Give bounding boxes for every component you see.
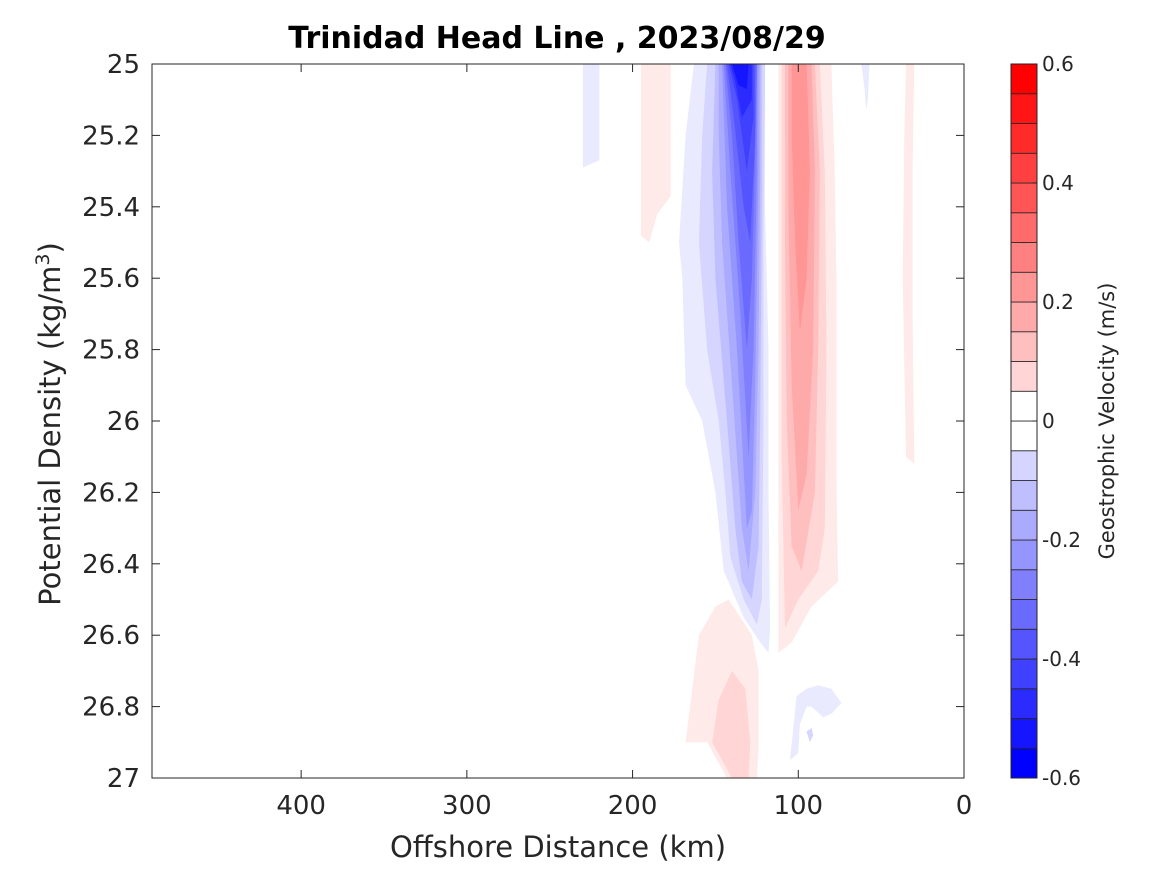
colorbar-band bbox=[1010, 182, 1038, 214]
colorbar-tick-label: 0.4 bbox=[1042, 171, 1074, 195]
y-tick-label: 26.8 bbox=[82, 693, 140, 723]
colorbar-band bbox=[1010, 539, 1038, 571]
y-tick-label: 25.8 bbox=[82, 336, 140, 366]
colorbar-band bbox=[1010, 480, 1038, 511]
colorbar-band bbox=[1010, 450, 1038, 481]
contour-region-17 bbox=[791, 64, 810, 332]
contour-region-21 bbox=[712, 670, 751, 778]
x-tick-label: 100 bbox=[773, 791, 823, 821]
colorbar-tick-label: -0.6 bbox=[1042, 766, 1081, 790]
plot-area bbox=[152, 64, 964, 778]
y-tick-label: 25.4 bbox=[82, 193, 140, 223]
y-tick-label: 25.2 bbox=[82, 121, 140, 151]
colorbar-ticks: -0.6 -0.4 -0.2 0 0.2 0.4 0.6 bbox=[1032, 52, 1081, 790]
colorbar-band bbox=[1010, 658, 1038, 690]
colorbar-band bbox=[1010, 123, 1038, 154]
y-axis-label-superscript: 3 bbox=[32, 253, 54, 265]
contour-region-0 bbox=[582, 64, 600, 168]
colorbar-tick-label: -0.4 bbox=[1042, 647, 1081, 671]
colorbar bbox=[1010, 63, 1038, 779]
colorbar-band bbox=[1010, 390, 1038, 422]
contour-layer bbox=[582, 64, 915, 778]
colorbar-band bbox=[1010, 718, 1038, 749]
contour-region-12 bbox=[732, 64, 749, 89]
y-tick-label: 27 bbox=[107, 764, 140, 794]
contour-region-22 bbox=[790, 685, 842, 761]
colorbar-tick-label: 0.2 bbox=[1042, 290, 1074, 314]
x-tick-label: 300 bbox=[442, 791, 492, 821]
colorbar-band bbox=[1010, 242, 1038, 273]
colorbar-band bbox=[1010, 152, 1038, 184]
contour-region-18 bbox=[861, 64, 870, 111]
x-axis-label: Offshore Distance (km) bbox=[390, 830, 726, 864]
y-tick-label: 26.4 bbox=[82, 550, 140, 580]
contour-region-19 bbox=[902, 64, 915, 464]
colorbar-tick-label: -0.2 bbox=[1042, 528, 1081, 552]
colorbar-band bbox=[1010, 688, 1038, 719]
colorbar-tick-label: 0 bbox=[1042, 409, 1055, 433]
chart-title: Trinidad Head Line , 2023/08/29 bbox=[288, 21, 825, 56]
colorbar-band bbox=[1010, 63, 1038, 95]
colorbar-label: Geostrophic Velocity (m/s) bbox=[1095, 283, 1119, 560]
colorbar-band bbox=[1010, 331, 1038, 362]
contour-region-23 bbox=[806, 728, 814, 743]
y-axis-label: Potential Density (kg/m3) bbox=[32, 242, 67, 606]
y-tick-label: 25.6 bbox=[82, 264, 140, 294]
colorbar-band bbox=[1010, 628, 1038, 660]
colorbar-band bbox=[1010, 747, 1038, 779]
colorbar-band bbox=[1010, 212, 1038, 243]
y-tick-label: 25 bbox=[107, 50, 140, 80]
contour-region-1 bbox=[640, 64, 671, 243]
colorbar-band bbox=[1010, 599, 1038, 630]
y-axis-label-main: Potential Density (kg/m bbox=[33, 266, 67, 606]
x-tick-label: 400 bbox=[276, 791, 326, 821]
x-tick-label: 0 bbox=[956, 791, 973, 821]
y-tick-label: 26.6 bbox=[82, 621, 140, 651]
y-axis-ticks: 25 25.2 25.4 25.6 25.8 26 26.2 26.4 26.6 26.8 27 bbox=[82, 50, 964, 794]
colorbar-band bbox=[1010, 93, 1038, 124]
x-tick-label: 200 bbox=[608, 791, 658, 821]
colorbar-band bbox=[1010, 271, 1038, 303]
y-tick-label: 26 bbox=[107, 407, 140, 437]
colorbar-band bbox=[1010, 509, 1038, 541]
colorbar-tick-label: 0.6 bbox=[1042, 52, 1074, 76]
colorbar-band bbox=[1010, 361, 1038, 392]
y-tick-label: 26.2 bbox=[82, 478, 140, 508]
colorbar-band bbox=[1010, 569, 1038, 600]
x-axis-ticks: 400 300 200 100 0 bbox=[276, 64, 972, 821]
y-axis-label-close: ) bbox=[33, 242, 67, 253]
colorbar-band bbox=[1010, 301, 1038, 333]
colorbar-band bbox=[1010, 420, 1038, 452]
